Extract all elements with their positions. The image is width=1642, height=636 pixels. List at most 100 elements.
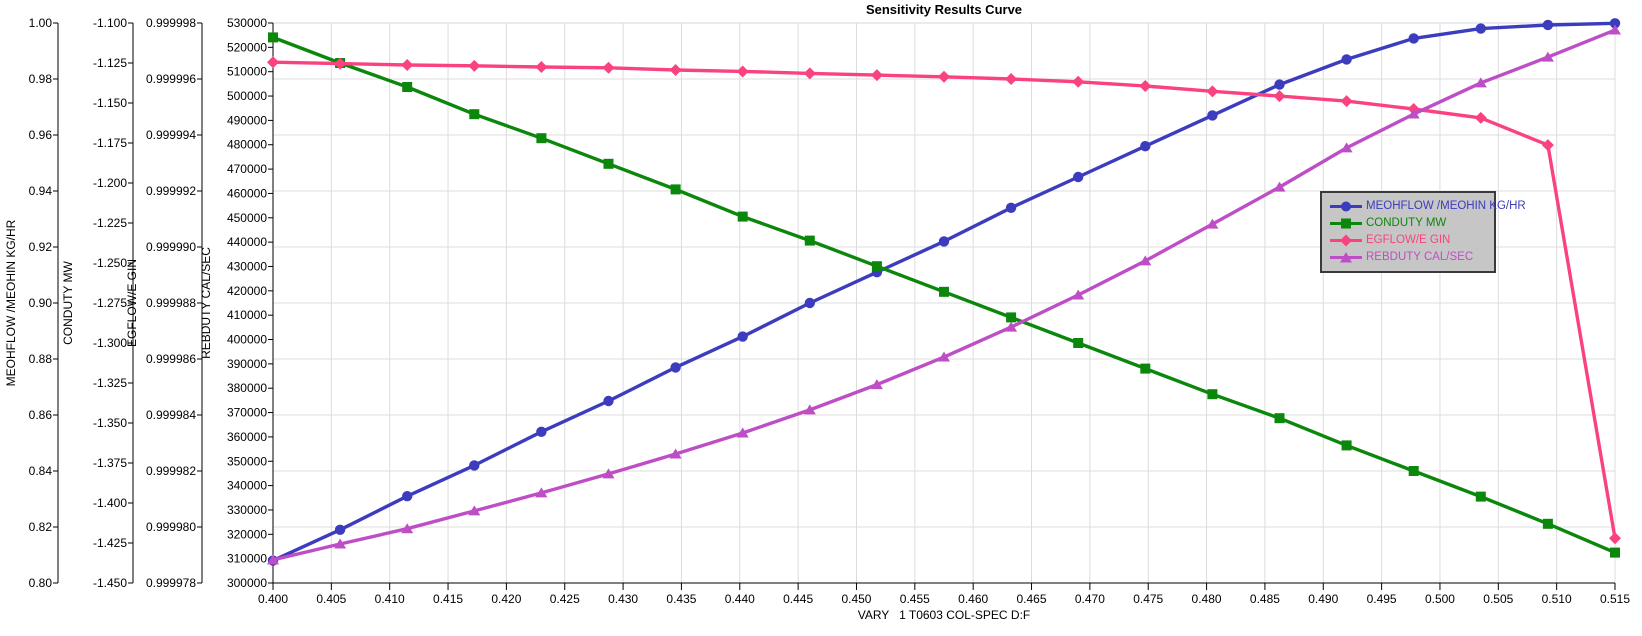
x-axis-tick-label: 0.430: [608, 592, 638, 606]
y-axis-tick-label: 490000: [227, 113, 267, 127]
y-axis-tick-label: 0.999978: [146, 576, 196, 590]
x-axis-tick-label: 0.460: [958, 592, 988, 606]
series-2-marker: [669, 64, 682, 77]
series-1-marker: [1408, 466, 1419, 476]
legend-label: CONDUTY MW: [1366, 217, 1447, 229]
y-axis-tick-label: 0.999996: [146, 72, 196, 86]
series-2-marker: [736, 65, 749, 78]
y-axis-tick-label: 340000: [227, 479, 267, 493]
series-3-marker: [1474, 77, 1487, 88]
y-axis-tick-label: 0.84: [29, 464, 53, 478]
series-3-marker: [1005, 321, 1018, 332]
x-axis-tick-label: 0.505: [1483, 592, 1513, 606]
x-axis-tick-label: 0.500: [1425, 592, 1455, 606]
legend-item-2: EGFLOW/E GIN: [1328, 232, 1490, 249]
series-0-marker: [1475, 23, 1487, 34]
chart-title: Sensitivity Results Curve: [865, 2, 1023, 17]
series-3-marker: [736, 427, 749, 438]
y-axis-tick-label: 480000: [227, 138, 267, 152]
y-axis-tick-label: -1.275: [93, 296, 127, 310]
y-axis-title-2: EGFLOW/E GIN: [125, 259, 139, 347]
y-axis-tick-label: -1.250: [93, 256, 127, 270]
y-axis-tick-label: 0.88: [29, 352, 53, 366]
series-0-marker: [334, 524, 346, 535]
series-2-marker: [938, 70, 950, 83]
series-1-marker: [603, 158, 614, 169]
x-axis-tick-label: 0.490: [1308, 592, 1338, 606]
series-2-marker: [1072, 75, 1085, 88]
legend-marker-triangle-icon: [1330, 252, 1362, 263]
y-axis-tick-label: -1.225: [93, 216, 127, 230]
y-axis-tick-label: 0.90: [29, 296, 53, 310]
series-2-marker: [1340, 95, 1353, 108]
series-3-marker: [1609, 24, 1621, 35]
series-3-marker: [1541, 51, 1554, 62]
x-axis-tick-label: 0.475: [1133, 592, 1163, 606]
legend-marker-square-icon: [1330, 218, 1362, 229]
y-axis-tick-label: -1.425: [93, 536, 127, 550]
y-axis-tick-label: 300000: [227, 576, 267, 590]
y-axis-tick-label: 450000: [227, 211, 267, 225]
series-3-marker: [1072, 289, 1085, 300]
x-axis-tick-label: 0.410: [375, 592, 405, 606]
series-1-marker: [1006, 312, 1017, 323]
y-axis-tick-label: -1.125: [93, 56, 127, 70]
y-axis-tick-label: -1.450: [93, 576, 127, 590]
series-1-marker: [939, 286, 949, 297]
y-axis-tick-label: 0.999980: [146, 520, 196, 534]
y-axis-title-3: REBDUTY CAL/SEC: [199, 247, 213, 359]
series-1-marker: [1140, 363, 1151, 374]
series-0-marker: [536, 426, 547, 437]
legend-marker-diamond-icon: [1330, 234, 1362, 247]
series-0-marker: [1140, 141, 1151, 152]
series-3-marker: [468, 505, 481, 516]
series-1-marker: [670, 184, 681, 195]
series-3-marker: [602, 468, 615, 479]
y-axis-tick-label: -1.175: [93, 136, 127, 150]
y-axis-tick-label: -1.375: [93, 456, 127, 470]
y-axis-tick-label: 0.86: [29, 408, 53, 422]
x-axis-tick-label: 0.465: [1017, 592, 1047, 606]
legend: MEOHFLOW /MEOHIN KG/HR CONDUTY MW EGFLOW/E…: [1320, 191, 1526, 273]
series-0-marker: [1341, 54, 1352, 65]
x-axis-tick-label: 0.515: [1600, 592, 1630, 606]
y-axis-tick-label: 320000: [227, 527, 267, 541]
series-0-marker: [1073, 171, 1084, 183]
y-axis-tick-label: 0.999990: [146, 240, 196, 254]
series-1-marker: [1274, 413, 1285, 424]
y-axis-tick-label: 0.999982: [146, 464, 196, 478]
series-0-marker: [402, 491, 413, 502]
series-1-marker: [1207, 389, 1218, 400]
y-axis-tick-label: 0.82: [29, 520, 53, 534]
series-1-marker: [536, 133, 547, 144]
y-axis-tick-label: 0.999988: [146, 296, 196, 310]
y-axis-tick-label: 510000: [227, 65, 267, 79]
series-2-marker: [1005, 73, 1018, 85]
series-2-marker: [1609, 532, 1621, 545]
series-0-marker: [1408, 33, 1419, 44]
y-axis-tick-label: 360000: [227, 430, 267, 444]
y-axis-tick-label: 1.00: [29, 16, 53, 30]
x-axis-tick-label: 0.485: [1250, 592, 1280, 606]
x-axis-tick-label: 0.510: [1542, 592, 1572, 606]
x-axis-tick-label: 0.445: [783, 592, 813, 606]
series-3-marker: [669, 448, 682, 459]
series-3-marker: [938, 351, 950, 362]
y-axis-title-0: MEOHFLOW /MEOHIN KG/HR: [4, 219, 18, 386]
y-axis-tick-label: 390000: [227, 357, 267, 371]
series-2-marker: [1206, 85, 1219, 98]
series-0-marker: [938, 236, 950, 247]
x-axis-tick-label: 0.405: [316, 592, 346, 606]
legend-item-0: MEOHFLOW /MEOHIN KG/HR: [1328, 198, 1526, 215]
series-3-marker: [1139, 255, 1152, 266]
series-1-marker: [469, 109, 480, 120]
x-axis-title: VARY 1 T0603 COL-SPEC D:F: [857, 608, 1031, 622]
y-axis-tick-label: -1.200: [93, 176, 127, 190]
series-1-marker: [804, 235, 815, 246]
series-0-marker: [670, 362, 681, 373]
y-axis-tick-label: 0.94: [29, 184, 53, 198]
y-axis-tick-label: 530000: [227, 16, 267, 30]
y-axis-tick-label: 470000: [227, 162, 267, 176]
series-1-marker: [1542, 518, 1553, 529]
